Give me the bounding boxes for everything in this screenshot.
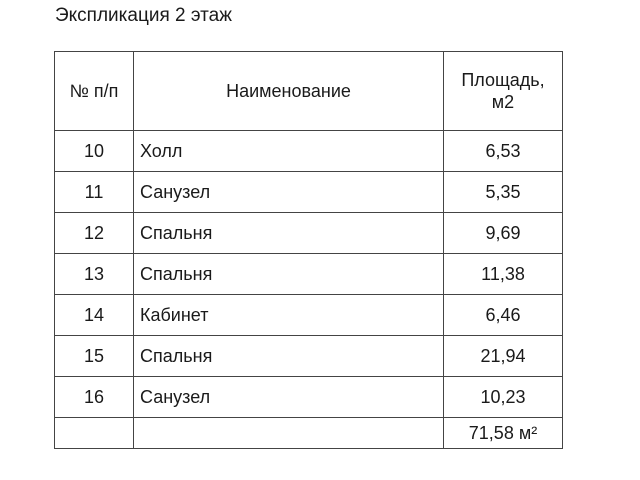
row-number: 13 bbox=[54, 253, 134, 295]
header-area: Площадь, м2 bbox=[443, 51, 563, 131]
row-number: 16 bbox=[54, 376, 134, 418]
row-area: 6,53 bbox=[443, 130, 563, 172]
row-number: 10 bbox=[54, 130, 134, 172]
table-row: 10 Холл 6,53 bbox=[54, 130, 563, 172]
table-row: 16 Санузел 10,23 bbox=[54, 376, 563, 418]
row-area: 6,46 bbox=[443, 294, 563, 336]
header-area-line2: м2 bbox=[491, 92, 515, 112]
page-title: Экспликация 2 этаж bbox=[55, 5, 232, 26]
table-header-row: № п/п Наименование Площадь, м2 bbox=[54, 51, 563, 131]
row-area: 9,69 bbox=[443, 212, 563, 254]
row-name: Кабинет bbox=[133, 294, 444, 336]
total-empty-cell bbox=[54, 417, 134, 449]
row-number: 11 bbox=[54, 171, 134, 213]
row-number: 12 bbox=[54, 212, 134, 254]
row-number: 15 bbox=[54, 335, 134, 377]
table-row: 12 Спальня 9,69 bbox=[54, 212, 563, 254]
header-name: Наименование bbox=[133, 51, 444, 131]
row-name: Санузел bbox=[133, 376, 444, 418]
row-area: 21,94 bbox=[443, 335, 563, 377]
row-name: Спальня bbox=[133, 253, 444, 295]
table-total-row: 71,58 м² bbox=[54, 417, 563, 449]
table-row: 11 Санузел 5,35 bbox=[54, 171, 563, 213]
row-name: Спальня bbox=[133, 335, 444, 377]
table-row: 14 Кабинет 6,46 bbox=[54, 294, 563, 336]
row-area: 5,35 bbox=[443, 171, 563, 213]
total-empty-cell bbox=[133, 417, 444, 449]
row-area: 10,23 bbox=[443, 376, 563, 418]
row-name: Холл bbox=[133, 130, 444, 172]
row-name: Санузел bbox=[133, 171, 444, 213]
table-row: 13 Спальня 11,38 bbox=[54, 253, 563, 295]
total-area: 71,58 м² bbox=[443, 417, 563, 449]
table-row: 15 Спальня 21,94 bbox=[54, 335, 563, 377]
header-number: № п/п bbox=[54, 51, 134, 131]
explication-table: № п/п Наименование Площадь, м2 10 Холл 6,53… bbox=[54, 51, 563, 449]
header-area-line1: Площадь, bbox=[461, 70, 545, 90]
row-area: 11,38 bbox=[443, 253, 563, 295]
row-number: 14 bbox=[54, 294, 134, 336]
row-name: Спальня bbox=[133, 212, 444, 254]
